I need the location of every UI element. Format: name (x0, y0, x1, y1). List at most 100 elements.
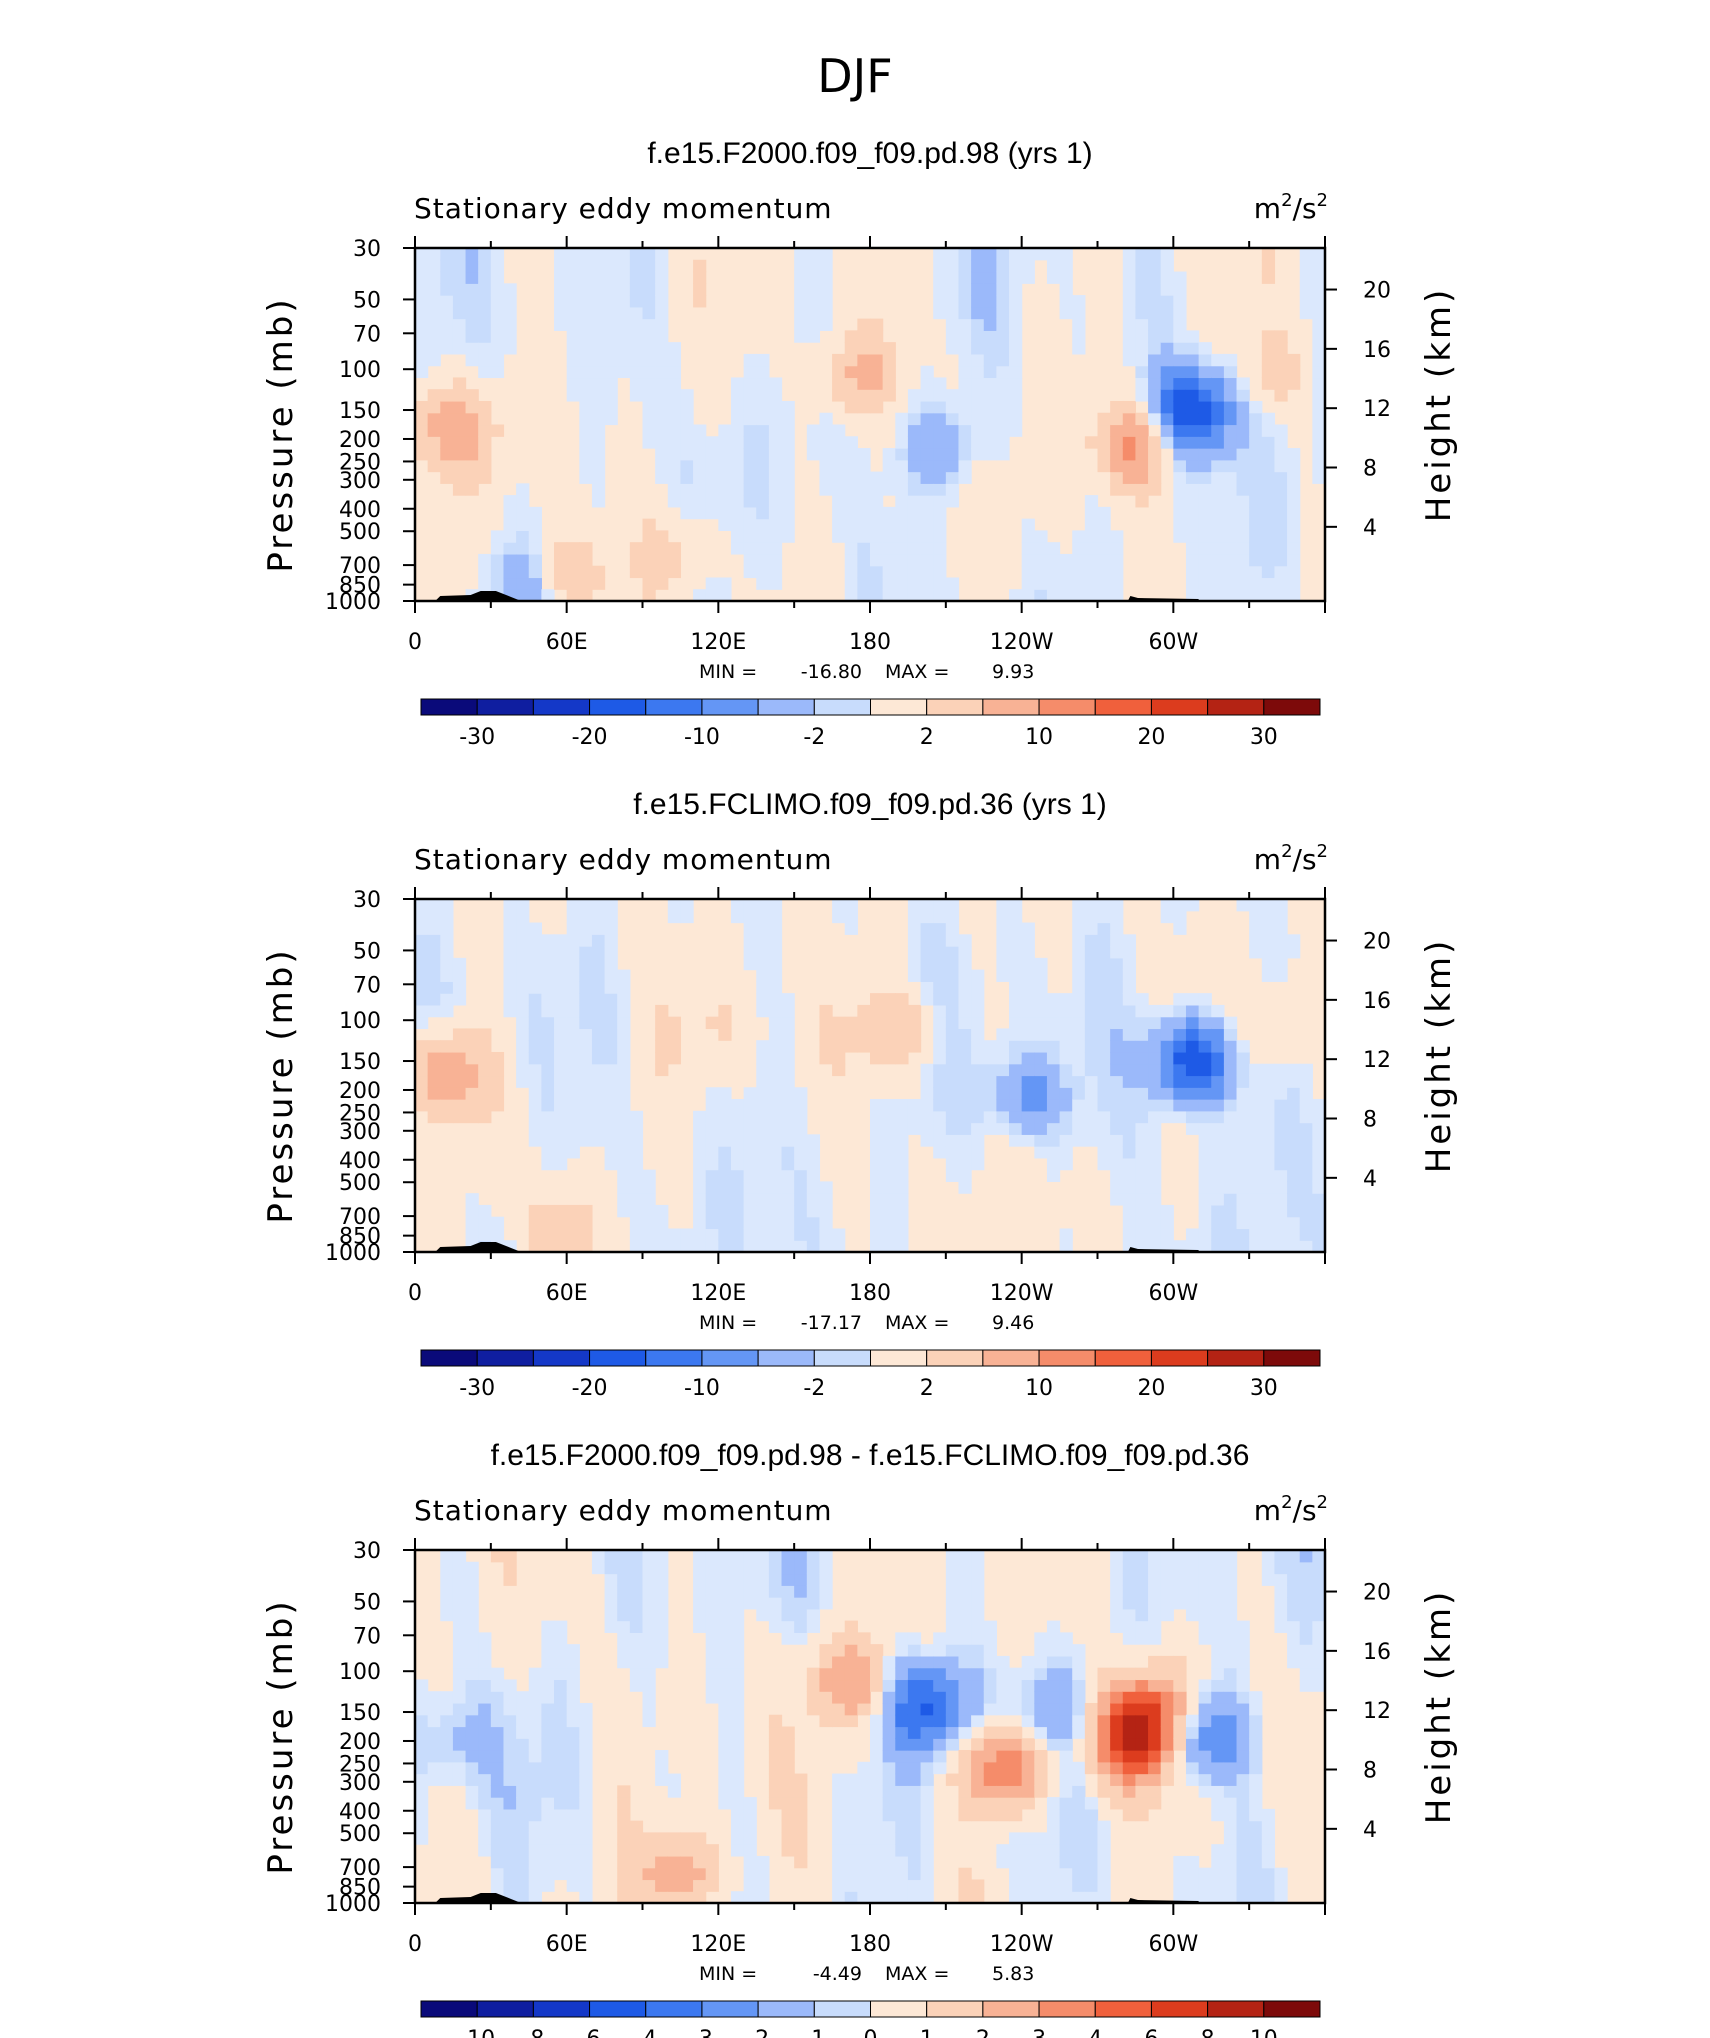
units-sup: 2 (1317, 190, 1328, 211)
y-tick-label: 200 (339, 1730, 381, 1755)
min-label: MIN = (699, 1312, 757, 1334)
colorbar-label: 6 (1144, 2027, 1158, 2038)
colorbar-box (1263, 698, 1321, 716)
max-value: 9.93 (992, 661, 1034, 683)
y-tick-label: 100 (339, 358, 381, 383)
max-value: 9.46 (992, 1312, 1034, 1334)
minmax-readout: MIN = -17.17 MAX = 9.46 (699, 1312, 1034, 1334)
panel-title: f.e15.F2000.f09_f09.pd.98 - f.e15.FCLIMO… (491, 1439, 1250, 1472)
y-tick-label: 500 (339, 520, 381, 545)
x-tick-label: 60W (1148, 630, 1198, 655)
minmax-readout: MIN = -4.49 MAX = 5.83 (699, 1963, 1034, 1985)
colorbar-box (982, 2000, 1040, 2018)
colorbar-box (532, 698, 591, 716)
colorbar-box (701, 1349, 759, 1367)
units-label: m2/s2 (1254, 1492, 1328, 1527)
min-value: -17.17 (801, 1312, 862, 1334)
colorbar-label: -20 (572, 1376, 608, 1401)
colorbar-box (982, 1349, 1040, 1367)
colorbar-box (1094, 1349, 1152, 1367)
colorbar: -10-8-6-4-3-2-1012346810 (420, 2000, 1321, 2038)
colorbar-box (870, 2000, 928, 2018)
colorbar-label: -8 (522, 2027, 544, 2038)
y-tick-label: 300 (339, 1771, 381, 1796)
colorbar-label: 2 (920, 1376, 934, 1401)
y2-tick-label: 20 (1363, 930, 1391, 955)
x-tick-label: 120E (690, 630, 746, 655)
y2-tick-label: 4 (1363, 1818, 1377, 1843)
colorbar-box (701, 698, 759, 716)
y-tick-label: 70 (353, 322, 381, 347)
colorbar-label: 3 (1032, 2027, 1046, 2038)
y2-tick-label: 16 (1363, 338, 1391, 363)
colorbar-box (645, 698, 703, 716)
y2-tick-label: 20 (1363, 1581, 1391, 1606)
y-tick-label: 1000 (325, 1241, 381, 1266)
units-base: m (1254, 1494, 1281, 1527)
colorbar-box (926, 2000, 984, 2018)
colorbar-label: -10 (684, 725, 720, 750)
x-tick-label: 60W (1148, 1932, 1198, 1957)
y2-tick-label: 16 (1363, 1640, 1391, 1665)
y-axis-title: Pressure (mb) (261, 296, 301, 572)
y-tick-label: 300 (339, 469, 381, 494)
colorbar-box (757, 1349, 815, 1367)
colorbar-box (532, 2000, 591, 2018)
y-axis-title: Pressure (mb) (261, 947, 301, 1223)
colorbar-box (982, 698, 1040, 716)
colorbar-label: -10 (684, 1376, 720, 1401)
x-tick-label: 60E (546, 1281, 588, 1306)
units-sup: 2 (1317, 841, 1328, 862)
y-tick-label: 850 (339, 1225, 381, 1250)
colorbar-label: 8 (1201, 2027, 1215, 2038)
colorbar-box (1038, 2000, 1096, 2018)
colorbar-label: 10 (1250, 2027, 1278, 2038)
x-tick-label: 120E (690, 1281, 746, 1306)
colorbar-box (420, 698, 478, 716)
y-tick-label: 700 (339, 1856, 381, 1881)
contour-field (415, 1550, 1326, 1904)
colorbar-box (701, 2000, 759, 2018)
x-tick-label: 180 (849, 630, 891, 655)
y2-tick-label: 4 (1363, 1167, 1377, 1192)
colorbar-label: 2 (976, 2027, 990, 2038)
y-tick-label: 100 (339, 1660, 381, 1685)
colorbar-box (420, 2000, 478, 2018)
max-value: 5.83 (992, 1963, 1034, 1985)
colorbar-label: 1 (920, 2027, 934, 2038)
panel-2: f.e15.FCLIMO.f09_f09.pd.36 (yrs 1) Statio… (261, 788, 1459, 1401)
colorbar-box (645, 1349, 703, 1367)
colorbar-box (1207, 698, 1265, 716)
panel-3: f.e15.F2000.f09_f09.pd.98 - f.e15.FCLIMO… (261, 1439, 1459, 2038)
panel-title: f.e15.FCLIMO.f09_f09.pd.36 (yrs 1) (633, 788, 1107, 821)
colorbar-box (589, 2000, 647, 2018)
colorbar-label: 10 (1025, 1376, 1053, 1401)
y-tick-label: 150 (339, 1701, 381, 1726)
colorbar-label: -2 (803, 725, 825, 750)
y-tick-label: 400 (339, 1800, 381, 1825)
units-sup: 2 (1317, 1492, 1328, 1513)
max-label: MAX = (885, 1312, 949, 1334)
y-tick-label: 700 (339, 554, 381, 579)
colorbar-box (813, 698, 871, 716)
units-mid: /s (1293, 1494, 1317, 1527)
colorbar-box (420, 1349, 478, 1367)
units-mid: /s (1293, 843, 1317, 876)
y2-tick-label: 12 (1363, 397, 1391, 422)
y-tick-label: 70 (353, 1624, 381, 1649)
colorbar-box (1263, 2000, 1321, 2018)
colorbar-box (532, 1349, 591, 1367)
figure-title: DJF (817, 49, 892, 103)
colorbar-label: -2 (747, 2027, 769, 2038)
colorbar-label: 20 (1137, 725, 1165, 750)
y-tick-label: 50 (353, 1590, 381, 1615)
y-tick-label: 700 (339, 1205, 381, 1230)
x-tick-label: 60E (546, 630, 588, 655)
y-tick-label: 400 (339, 1149, 381, 1174)
y-tick-label: 250 (339, 1752, 381, 1777)
colorbar-box (476, 1349, 534, 1367)
colorbar-box (813, 2000, 871, 2018)
y-tick-label: 200 (339, 428, 381, 453)
variable-label: Stationary eddy momentum (414, 1494, 833, 1527)
y-tick-label: 1000 (325, 1892, 381, 1917)
